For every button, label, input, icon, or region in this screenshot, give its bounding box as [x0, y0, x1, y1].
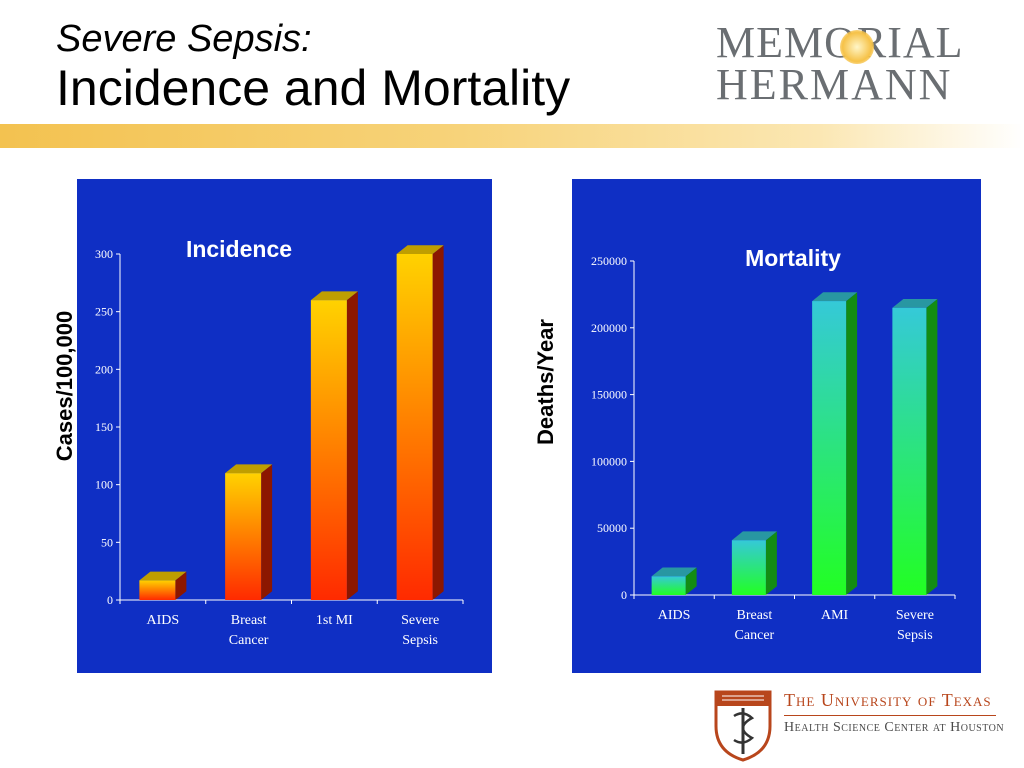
title-divider-band [0, 124, 1024, 148]
mortality-bar-side [765, 531, 777, 595]
memorial-hermann-logo: MEMORIAL HERMANN [716, 21, 966, 109]
incidence-bar [139, 580, 176, 600]
incidence-bar-top [310, 291, 358, 301]
mortality-bar-side [685, 567, 697, 595]
logo-line2: HERMANN [716, 60, 953, 109]
mortality-bar-top [812, 292, 858, 302]
mortality-bar-side [926, 298, 938, 595]
ut-name: The University of Texas [784, 690, 992, 710]
incidence-chart-title: Incidence [186, 236, 292, 262]
incidence-y-tick-label: 0 [107, 593, 113, 607]
mortality-bar-top [731, 531, 777, 541]
incidence-y-axis-title: Cases/100,000 [52, 310, 77, 462]
mortality-y-tick-label: 50000 [597, 521, 627, 535]
mortality-chart: Mortality 0 50000 100000 150000 200000 250000 A… [591, 245, 956, 643]
sun-icon [840, 30, 874, 64]
mortality-bar-side [846, 292, 858, 595]
mortality-y-tick-label: 200000 [591, 321, 627, 335]
incidence-bar-side [346, 291, 358, 600]
mortality-category-label: Breast Cancer [735, 608, 775, 643]
incidence-category-label: AIDS [147, 613, 180, 628]
mortality-y-axis-title: Deaths/Year [533, 319, 558, 445]
incidence-y-tick-label: 100 [95, 478, 113, 492]
mortality-bar [651, 576, 686, 595]
incidence-y-tick-label: 200 [95, 362, 113, 376]
incidence-y-tick-label: 150 [95, 420, 113, 434]
incidence-bar-top [139, 571, 187, 581]
incidence-bar [310, 300, 347, 600]
mortality-chart-panel: Mortality 0 50000 100000 150000 200000 250000 A… [572, 179, 981, 673]
slide-title-line2: Incidence and Mortality [56, 60, 571, 116]
mortality-bar [731, 540, 766, 595]
mortality-bar [892, 307, 927, 595]
mortality-category-label: AMI [821, 608, 849, 623]
incidence-y-tick-label: 50 [101, 535, 113, 549]
mortality-chart-title: Mortality [745, 245, 841, 271]
incidence-category-label: Breast Cancer [229, 613, 269, 648]
mortality-category-label: Severe Sepsis [896, 608, 934, 643]
ut-subtitle: Health Science Center at Houston [784, 720, 1005, 735]
incidence-y-tick-label: 250 [95, 305, 113, 319]
incidence-bar [396, 254, 433, 600]
incidence-bar-top [225, 464, 273, 474]
mortality-y-tick-label: 100000 [591, 454, 627, 468]
mortality-y-tick-label: 250000 [591, 254, 627, 268]
incidence-bar-side [261, 464, 273, 600]
mortality-category-label: AIDS [658, 608, 691, 623]
ut-divider [784, 715, 996, 716]
mortality-bar-top [892, 298, 938, 308]
mortality-bar-top [651, 567, 697, 577]
incidence-category-label: Severe Sepsis [401, 613, 439, 648]
ut-shield-icon [714, 690, 772, 762]
incidence-category-label: 1st MI [316, 613, 353, 628]
incidence-bar-side [175, 571, 187, 600]
logo-line1: MEMORIAL [716, 21, 966, 65]
incidence-y-tick-label: 300 [95, 247, 113, 261]
incidence-bar-side [432, 245, 444, 600]
slide-title-line1: Severe Sepsis: [56, 18, 312, 60]
ut-health-logo: The University of Texas Health Science C… [712, 686, 1012, 762]
incidence-chart: Incidence 0 50 100 150 200 250 300 AIDS Breast Can… [95, 236, 464, 648]
mortality-y-tick-label: 150000 [591, 388, 627, 402]
mortality-y-tick-label: 0 [621, 588, 627, 602]
incidence-chart-panel: Incidence 0 50 100 150 200 250 300 AIDS Breast Can… [77, 179, 492, 673]
incidence-bar-top [396, 245, 444, 254]
mortality-bar [812, 301, 847, 595]
incidence-bar [225, 473, 262, 600]
slide-title: Severe Sepsis: Incidence and Mortality [56, 18, 570, 116]
